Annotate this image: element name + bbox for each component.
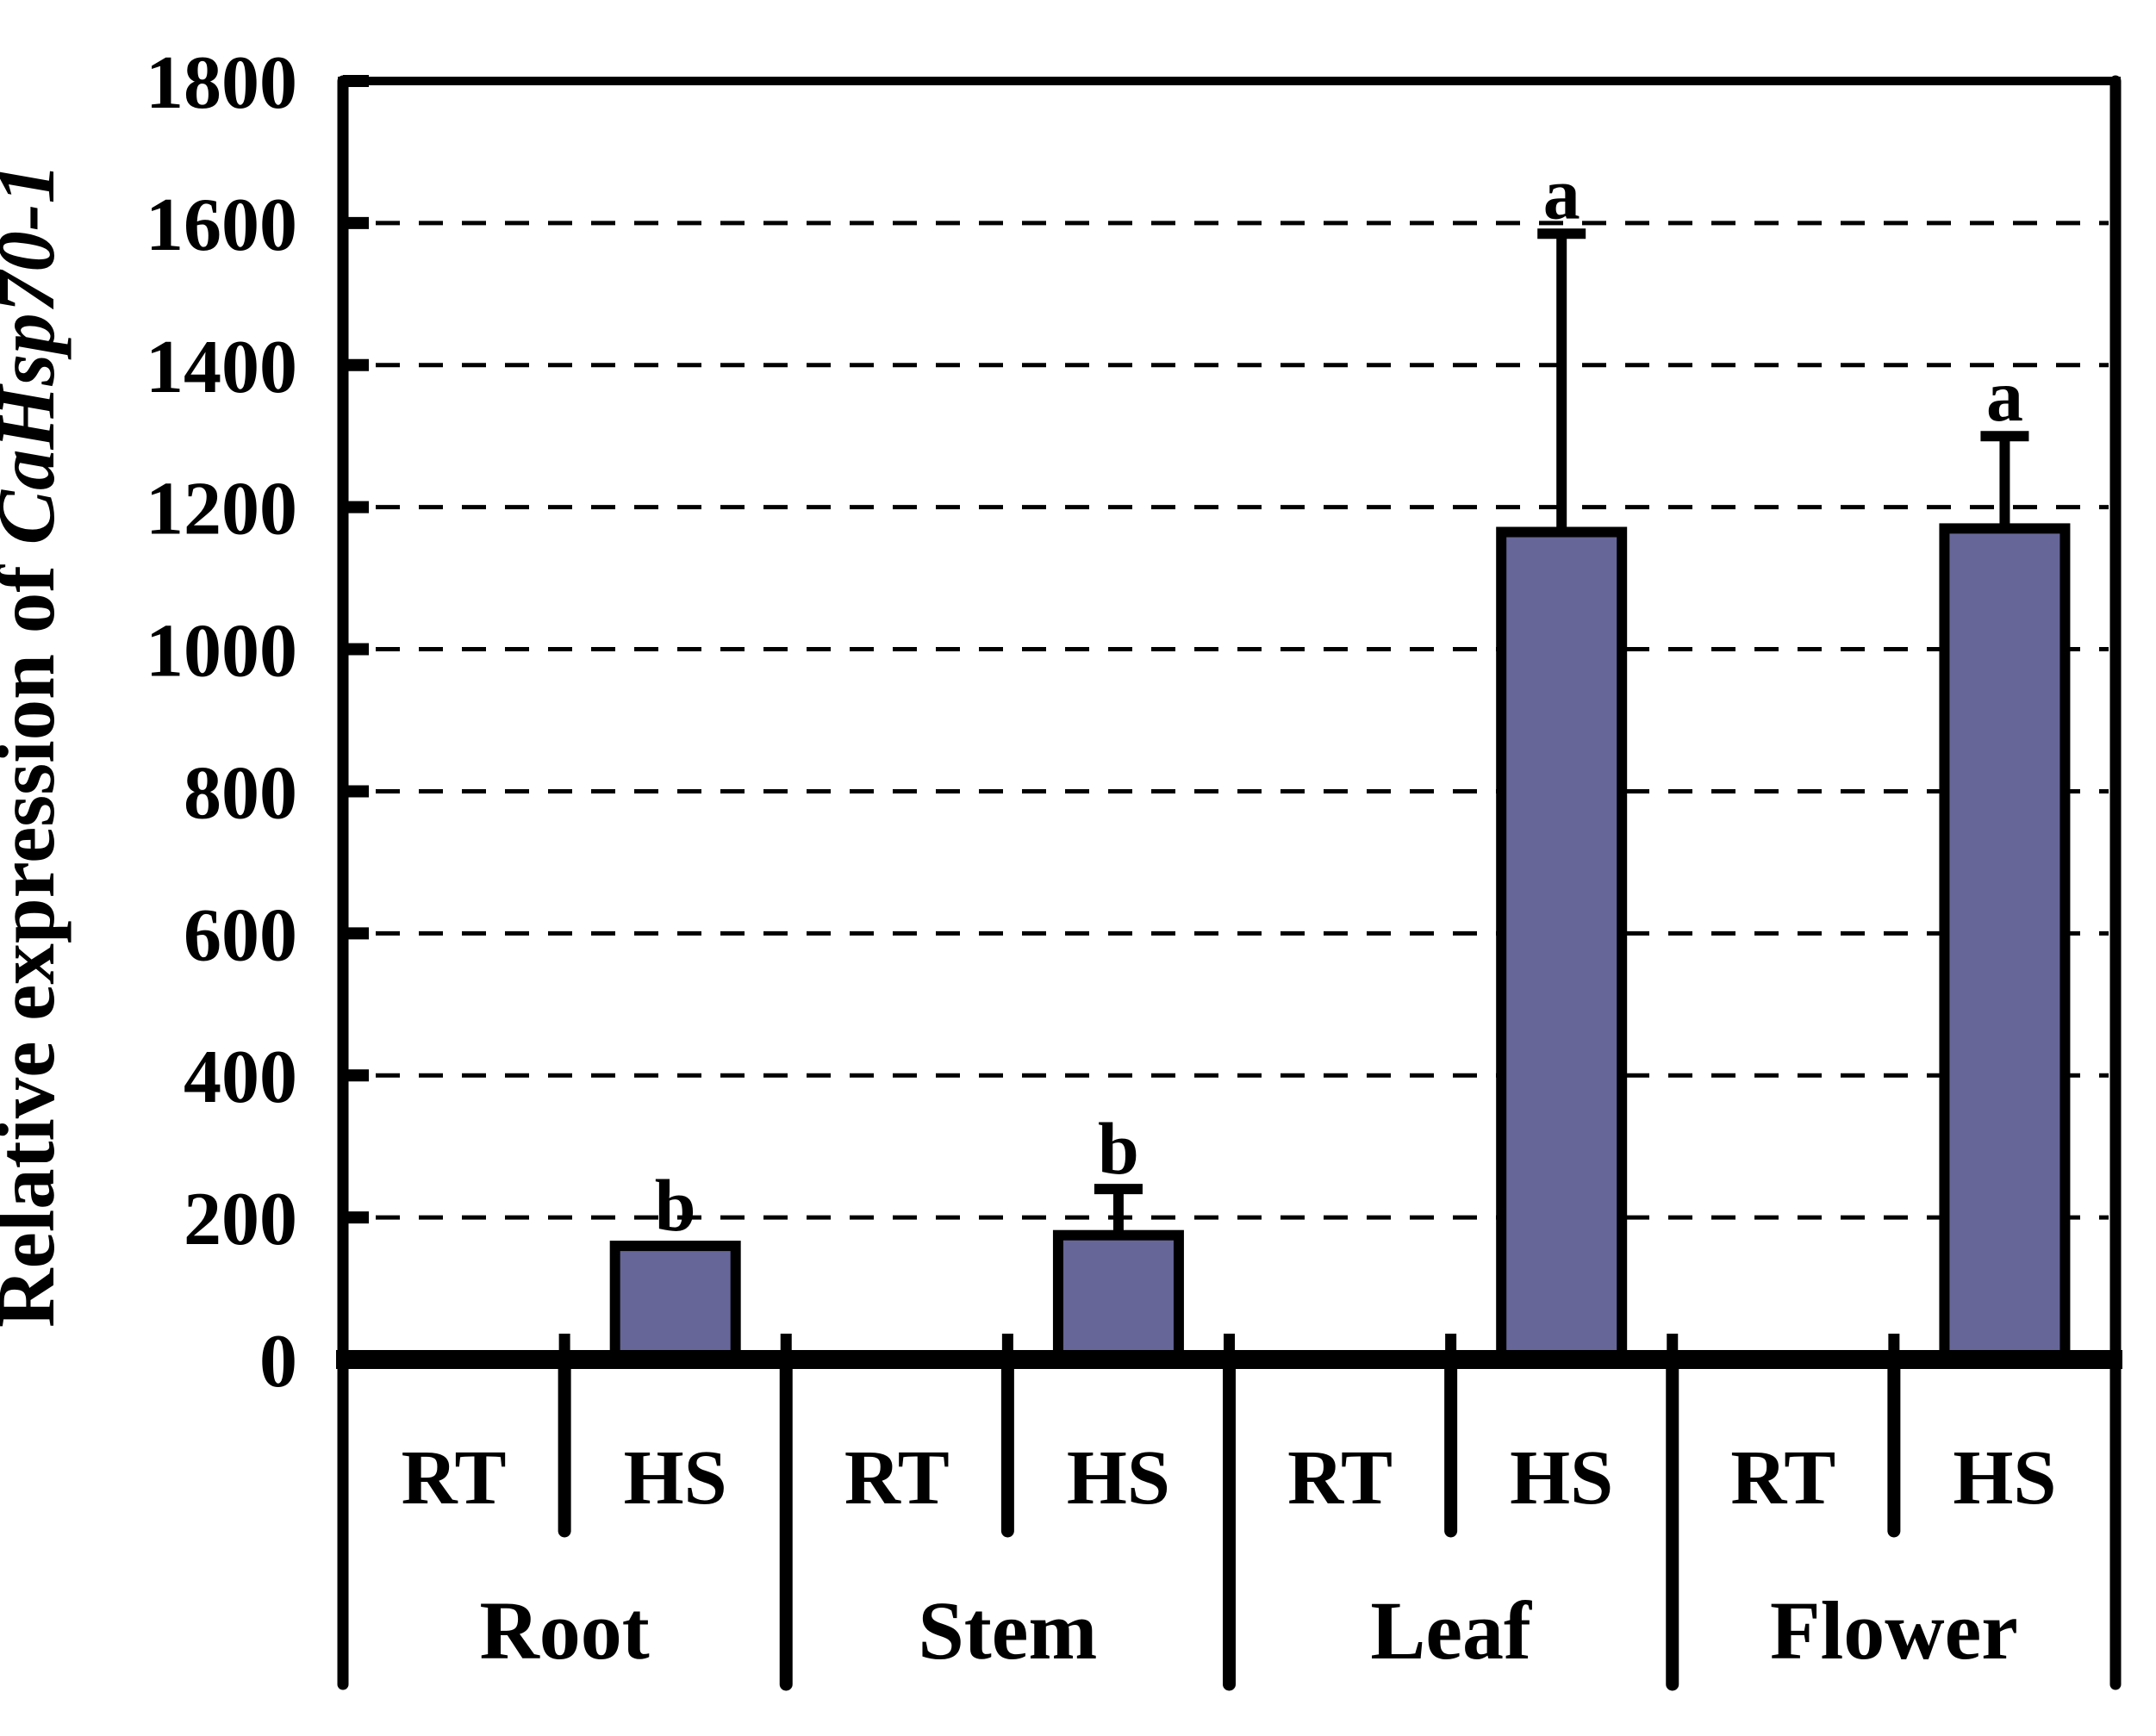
condition-label-root-rt: RT	[402, 1435, 507, 1521]
y-tick-label-1200: 1200	[146, 468, 297, 551]
y-tick-label-1400: 1400	[146, 326, 297, 409]
sig-letter-flower-hs: a	[1986, 354, 2023, 437]
y-tick-label-600: 600	[184, 893, 297, 977]
sig-letter-root-hs: b	[655, 1164, 696, 1247]
y-tick-label-1800: 1800	[146, 41, 297, 125]
y-axis-title-gene-name: CaHsp70-1	[0, 163, 72, 544]
bars-layer: b b a a	[609, 152, 2071, 1365]
sig-letter-stem-hs: b	[1098, 1107, 1139, 1190]
bar-leaf-hs	[1496, 526, 1628, 1365]
group-label-leaf: Leaf	[1370, 1584, 1532, 1677]
x-dividers-layer	[337, 1334, 2122, 1691]
condition-label-leaf-rt: RT	[1287, 1435, 1393, 1521]
bar-flower-hs	[1939, 523, 2071, 1365]
group-label-flower: Flower	[1770, 1584, 2018, 1677]
bar-root-hs	[609, 1241, 741, 1365]
group-label-stem: Stem	[918, 1584, 1097, 1677]
sig-letter-leaf-hs: a	[1543, 152, 1580, 234]
y-tick-label-0: 0	[259, 1320, 297, 1403]
bar-stem-hs	[1052, 1229, 1184, 1365]
axis-labels-layer: 0 200 400 600 800 1000 1200 1400 1600 1800 RT HS Roo…	[146, 41, 2056, 1677]
y-tick-label-400: 400	[184, 1036, 297, 1119]
condition-label-flower-hs: HS	[1953, 1435, 2056, 1521]
condition-label-root-hs: HS	[624, 1435, 727, 1521]
condition-label-flower-rt: RT	[1730, 1435, 1835, 1521]
y-tick-label-200: 200	[184, 1178, 297, 1261]
y-axis-title-regular: Relative expression of	[0, 544, 72, 1328]
y-tick-label-800: 800	[184, 751, 297, 835]
y-axis-title-layer: Relative expression of CaHsp70-1	[0, 163, 72, 1328]
group-label-root: Root	[479, 1584, 649, 1677]
gridlines-layer	[376, 221, 2109, 1220]
y-tick-label-1000: 1000	[146, 610, 297, 694]
plot-frame-layer	[336, 75, 2122, 1690]
condition-label-leaf-hs: HS	[1510, 1435, 1613, 1521]
y-tick-label-1600: 1600	[146, 184, 297, 267]
condition-label-stem-hs: HS	[1067, 1435, 1170, 1521]
condition-label-stem-rt: RT	[844, 1435, 950, 1521]
y-axis-title: Relative expression of CaHsp70-1	[0, 163, 72, 1328]
